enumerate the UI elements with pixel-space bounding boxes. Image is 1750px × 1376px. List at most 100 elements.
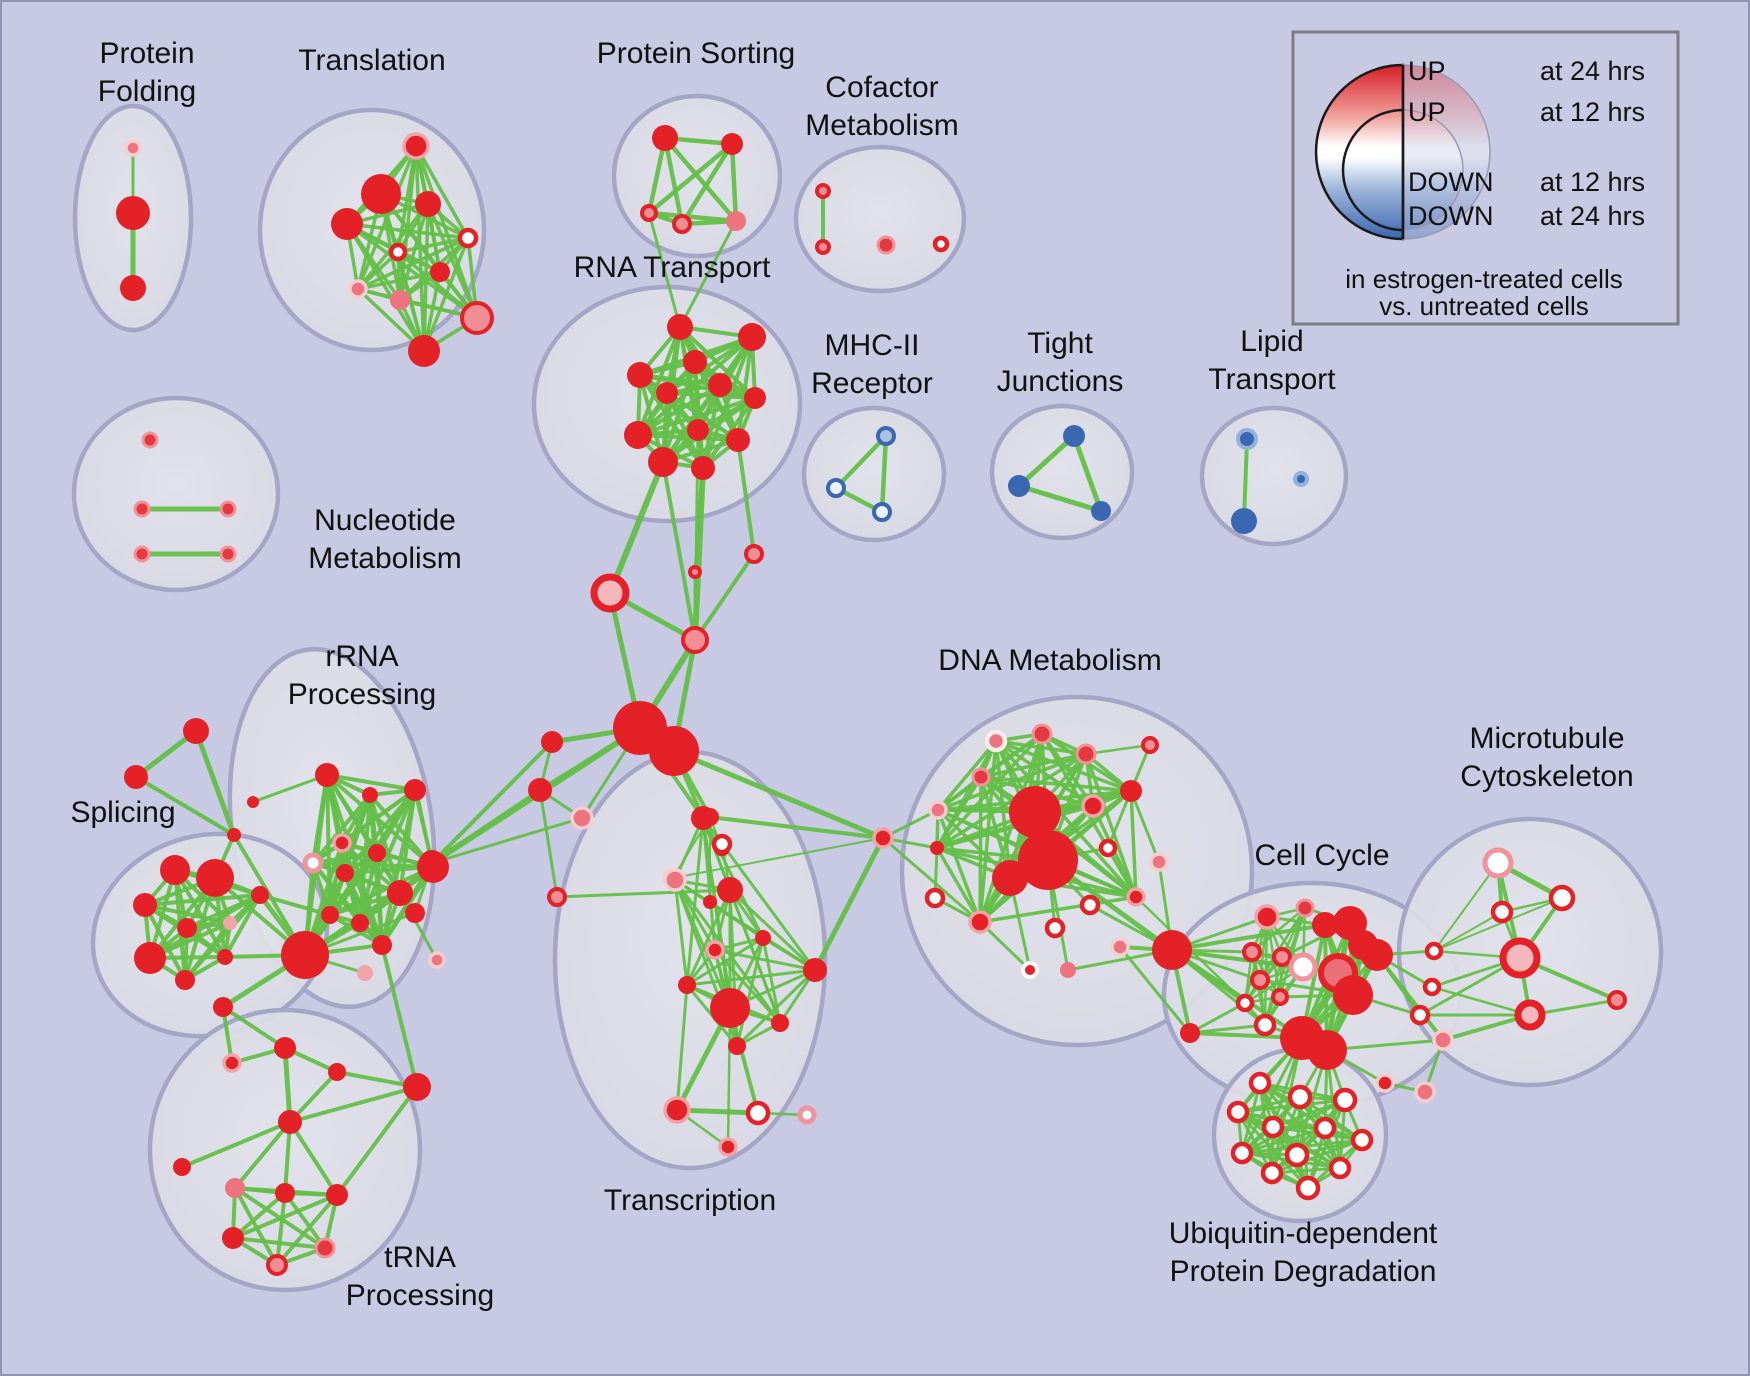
gene-node-tr1[interactable] — [361, 174, 401, 214]
gene-node-dm7[interactable] — [930, 841, 944, 855]
gene-node-cf3[interactable] — [932, 235, 950, 253]
gene-node-ub2[interactable] — [1332, 1087, 1358, 1113]
gene-node-mc9[interactable] — [1432, 1029, 1454, 1051]
gene-node-dm8[interactable] — [1009, 786, 1061, 838]
gene-node-dm1[interactable] — [1031, 723, 1053, 745]
gene-node-nm4[interactable] — [219, 545, 237, 563]
gene-node-cc9[interactable] — [1288, 952, 1318, 982]
gene-node-pf0[interactable] — [124, 139, 142, 157]
gene-node-tx2[interactable] — [663, 868, 687, 892]
gene-node-dm6[interactable] — [1081, 794, 1105, 818]
gene-node-dm0[interactable] — [984, 729, 1008, 753]
gene-node-mh0[interactable] — [876, 426, 896, 446]
gene-node-ch7[interactable] — [528, 778, 552, 802]
gene-node-mc0[interactable] — [1482, 847, 1514, 879]
gene-node-ps1[interactable] — [721, 133, 743, 155]
gene-node-dm20[interactable] — [1110, 937, 1130, 957]
gene-node-ub0[interactable] — [1248, 1071, 1272, 1095]
gene-node-sp7[interactable] — [217, 949, 233, 965]
gene-node-tx12[interactable] — [745, 1100, 771, 1126]
gene-node-rt3[interactable] — [627, 362, 653, 388]
gene-node-cc6[interactable] — [1271, 988, 1289, 1006]
gene-node-ch5[interactable] — [649, 726, 699, 776]
gene-node-rr8[interactable] — [417, 851, 449, 883]
gene-node-rr9[interactable] — [321, 906, 339, 924]
gene-node-tn5[interactable] — [278, 1110, 302, 1134]
gene-node-ub10[interactable] — [1260, 1161, 1284, 1185]
gene-node-tg2[interactable] — [227, 828, 241, 842]
gene-node-nm3[interactable] — [133, 545, 151, 563]
gene-node-rr3[interactable] — [332, 833, 352, 853]
gene-node-ub8[interactable] — [1284, 1142, 1310, 1168]
gene-node-tn12[interactable] — [266, 1254, 288, 1276]
gene-node-ch0[interactable] — [744, 544, 764, 564]
gene-node-mc1[interactable] — [1548, 884, 1576, 912]
gene-node-mc2[interactable] — [1490, 900, 1514, 924]
gene-node-lt2[interactable] — [1293, 471, 1309, 487]
gene-node-mh2[interactable] — [872, 502, 892, 522]
gene-node-tx9[interactable] — [803, 958, 827, 982]
gene-node-tx0[interactable] — [691, 806, 715, 830]
gene-node-nm0[interactable] — [141, 431, 159, 449]
gene-node-dm9[interactable] — [1018, 830, 1078, 890]
gene-node-dm11[interactable] — [1098, 838, 1118, 858]
gene-node-ch3[interactable] — [681, 626, 709, 654]
gene-node-ps3[interactable] — [672, 214, 692, 234]
gene-node-cc13[interactable] — [1361, 939, 1393, 971]
gene-node-tr8[interactable] — [390, 290, 410, 310]
gene-node-cc8[interactable] — [1253, 1013, 1277, 1037]
gene-node-tn3[interactable] — [328, 1063, 346, 1081]
gene-node-cc23[interactable] — [1414, 1081, 1436, 1103]
gene-node-dm22[interactable] — [1152, 930, 1192, 970]
gene-node-rt2[interactable] — [683, 350, 707, 374]
gene-node-ch6[interactable] — [541, 731, 563, 753]
gene-node-ub9[interactable] — [1328, 1156, 1352, 1180]
gene-node-cc15[interactable] — [1333, 975, 1373, 1015]
gene-node-dm13[interactable] — [1126, 887, 1146, 907]
gene-node-mc6[interactable] — [1514, 999, 1546, 1031]
gene-node-mc3[interactable] — [1424, 941, 1444, 961]
gene-node-rt8[interactable] — [624, 421, 652, 449]
gene-node-mc5[interactable] — [1607, 990, 1627, 1010]
gene-node-sp1[interactable] — [196, 859, 234, 897]
gene-node-sp8[interactable] — [251, 886, 269, 904]
gene-node-cc0[interactable] — [1180, 1023, 1200, 1043]
gene-node-ub4[interactable] — [1261, 1115, 1285, 1139]
gene-node-rr10[interactable] — [351, 914, 369, 932]
gene-node-tn9[interactable] — [326, 1184, 348, 1206]
gene-node-cf1[interactable] — [815, 239, 831, 255]
gene-node-rt9[interactable] — [726, 428, 750, 452]
gene-node-cc3[interactable] — [1242, 942, 1262, 962]
gene-node-tn6[interactable] — [173, 1158, 191, 1176]
gene-node-ub6[interactable] — [1350, 1128, 1374, 1152]
gene-node-tx7[interactable] — [710, 988, 750, 1028]
gene-node-rt1[interactable] — [738, 323, 766, 351]
gene-node-rr0[interactable] — [315, 763, 339, 787]
gene-node-ub11[interactable] — [1295, 1175, 1321, 1201]
gene-node-mc8[interactable] — [1409, 1004, 1431, 1026]
gene-node-sp5[interactable] — [134, 942, 166, 974]
gene-node-cc1[interactable] — [1254, 904, 1280, 930]
gene-node-nm1[interactable] — [133, 500, 151, 518]
gene-node-tx14[interactable] — [718, 1137, 738, 1157]
gene-node-dm16[interactable] — [1079, 894, 1101, 916]
gene-node-sp2[interactable] — [133, 893, 157, 917]
gene-node-rr12[interactable] — [281, 931, 329, 979]
gene-node-rr15[interactable] — [428, 951, 446, 969]
gene-node-cf2[interactable] — [876, 235, 896, 255]
gene-node-rr13[interactable] — [247, 796, 259, 808]
gene-node-cc17[interactable] — [1307, 1030, 1347, 1070]
gene-node-pf1[interactable] — [116, 196, 150, 230]
gene-node-ch1[interactable] — [688, 565, 702, 579]
gene-node-sp6[interactable] — [175, 970, 195, 990]
gene-node-cc22[interactable] — [1375, 1073, 1395, 1093]
gene-node-tj1[interactable] — [1008, 475, 1030, 497]
gene-node-ps2[interactable] — [640, 204, 658, 222]
gene-node-cc10[interactable] — [1312, 912, 1338, 938]
gene-node-tn7[interactable] — [225, 1178, 245, 1198]
gene-node-tx11[interactable] — [663, 1096, 691, 1124]
gene-node-rr14[interactable] — [357, 965, 373, 981]
gene-node-ch2[interactable] — [590, 573, 630, 613]
gene-node-rt10[interactable] — [648, 447, 678, 477]
gene-node-tr4[interactable] — [457, 227, 479, 249]
